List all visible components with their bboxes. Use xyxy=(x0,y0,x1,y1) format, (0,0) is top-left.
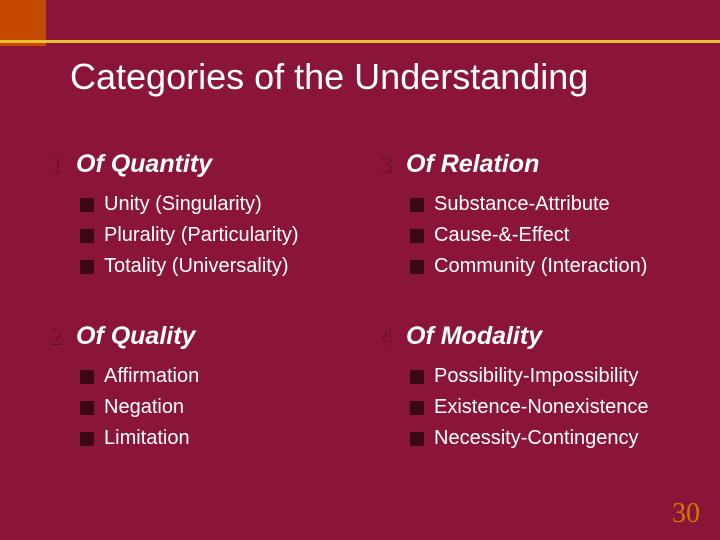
item-label: Plurality (Particularity) xyxy=(104,224,298,247)
square-bullet-icon xyxy=(80,432,94,446)
list-item: Substance-Attribute xyxy=(410,193,690,216)
category-quality: 2 Of Quality Affirmation Negation Limita… xyxy=(50,322,360,450)
category-items: Possibility-Impossibility Existence-None… xyxy=(380,365,690,450)
category-quantity: 1 Of Quantity Unity (Singularity) Plural… xyxy=(50,150,360,278)
list-item: Necessity-Contingency xyxy=(410,427,690,450)
item-label: Existence-Nonexistence xyxy=(434,396,649,419)
item-label: Community (Interaction) xyxy=(434,255,647,278)
item-label: Substance-Attribute xyxy=(434,193,610,216)
square-bullet-icon xyxy=(410,229,424,243)
item-label: Totality (Universality) xyxy=(104,255,288,278)
content-area: 1 Of Quantity Unity (Singularity) Plural… xyxy=(50,150,690,494)
right-column: 3 Of Relation Substance-Attribute Cause-… xyxy=(380,150,690,494)
category-items: Unity (Singularity) Plurality (Particula… xyxy=(50,193,360,278)
list-item: Community (Interaction) xyxy=(410,255,690,278)
category-items: Affirmation Negation Limitation xyxy=(50,365,360,450)
category-title: Of Relation xyxy=(406,150,539,179)
title-underline xyxy=(0,40,720,43)
category-number: 1 xyxy=(50,152,76,179)
slide-number: 30 xyxy=(672,498,700,530)
square-bullet-icon xyxy=(410,432,424,446)
slide-title: Categories of the Understanding xyxy=(70,56,588,98)
category-title: Of Quality xyxy=(76,322,195,351)
square-bullet-icon xyxy=(410,198,424,212)
list-item: Plurality (Particularity) xyxy=(80,224,360,247)
list-item: Totality (Universality) xyxy=(80,255,360,278)
category-header: 4 Of Modality xyxy=(380,322,690,351)
category-title: Of Modality xyxy=(406,322,542,351)
category-number: 4 xyxy=(380,324,406,351)
list-item: Limitation xyxy=(80,427,360,450)
item-label: Possibility-Impossibility xyxy=(434,365,639,388)
category-header: 1 Of Quantity xyxy=(50,150,360,179)
category-modality: 4 Of Modality Possibility-Impossibility … xyxy=(380,322,690,450)
square-bullet-icon xyxy=(410,401,424,415)
square-bullet-icon xyxy=(410,370,424,384)
square-bullet-icon xyxy=(80,229,94,243)
item-label: Necessity-Contingency xyxy=(434,427,639,450)
item-label: Limitation xyxy=(104,427,190,450)
category-number: 2 xyxy=(50,324,76,351)
category-header: 3 Of Relation xyxy=(380,150,690,179)
square-bullet-icon xyxy=(410,260,424,274)
square-bullet-icon xyxy=(80,370,94,384)
square-bullet-icon xyxy=(80,198,94,212)
left-column: 1 Of Quantity Unity (Singularity) Plural… xyxy=(50,150,360,494)
category-header: 2 Of Quality xyxy=(50,322,360,351)
list-item: Cause-&-Effect xyxy=(410,224,690,247)
list-item: Unity (Singularity) xyxy=(80,193,360,216)
square-bullet-icon xyxy=(80,260,94,274)
item-label: Negation xyxy=(104,396,184,419)
category-relation: 3 Of Relation Substance-Attribute Cause-… xyxy=(380,150,690,278)
square-bullet-icon xyxy=(80,401,94,415)
list-item: Affirmation xyxy=(80,365,360,388)
list-item: Possibility-Impossibility xyxy=(410,365,690,388)
category-number: 3 xyxy=(380,152,406,179)
item-label: Cause-&-Effect xyxy=(434,224,569,247)
list-item: Existence-Nonexistence xyxy=(410,396,690,419)
category-title: Of Quantity xyxy=(76,150,212,179)
item-label: Unity (Singularity) xyxy=(104,193,262,216)
list-item: Negation xyxy=(80,396,360,419)
item-label: Affirmation xyxy=(104,365,199,388)
category-items: Substance-Attribute Cause-&-Effect Commu… xyxy=(380,193,690,278)
